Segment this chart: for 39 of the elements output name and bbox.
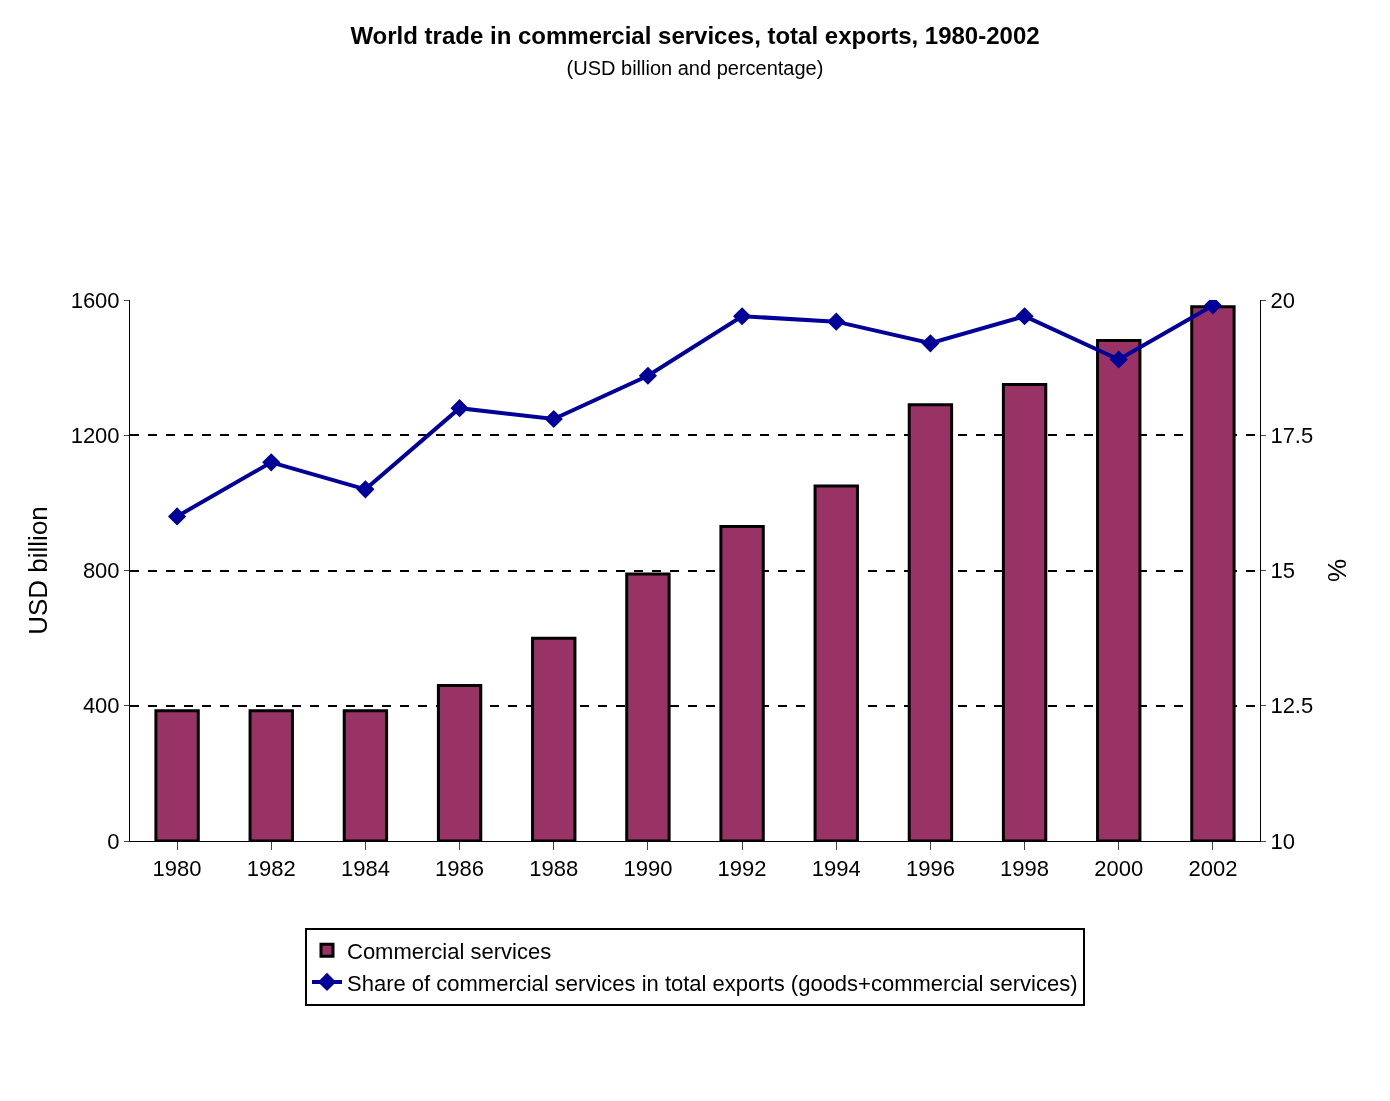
x-tick-label: 1992 (717, 856, 767, 882)
point (450, 399, 469, 418)
point (732, 307, 752, 326)
y2-tick-label: 12.5 (1270, 693, 1314, 719)
y-tick-label: 800 (82, 558, 120, 584)
point (167, 507, 187, 526)
legend-label: Commercial services (347, 938, 552, 964)
point (1015, 307, 1034, 326)
legend-label: Share of commercial services in total exports (goods+commercial services) (347, 970, 1078, 996)
point (921, 334, 940, 353)
y-tick-label: 0 (107, 828, 120, 854)
x-tick-label: 1986 (435, 856, 485, 882)
x-tick-label: 1994 (811, 856, 861, 882)
y2-tick-label: 10 (1270, 828, 1295, 854)
y2-tick-label: 20 (1270, 287, 1295, 313)
y-axis-title: USD billion (23, 506, 54, 635)
x-tick-label: 2002 (1188, 856, 1238, 882)
point (262, 453, 281, 472)
point (827, 312, 846, 331)
chart-subtitle: (USD billion and percentage) (566, 57, 824, 80)
x-tick-label: 1988 (529, 856, 579, 882)
y-tick-label: 1200 (70, 422, 120, 448)
x-tick-label: 1990 (623, 856, 673, 882)
y2-axis-title: % (1321, 558, 1352, 583)
x-tick-label: 1984 (340, 856, 390, 882)
x-tick-label: 1996 (905, 856, 955, 882)
x-tick-label: 1982 (246, 856, 296, 882)
y-tick-label: 1600 (70, 287, 120, 313)
x-tick-label: 2000 (1094, 856, 1144, 882)
point (544, 409, 563, 429)
point (356, 480, 375, 499)
y2-tick-label: 17.5 (1270, 422, 1314, 448)
y-tick-label: 400 (82, 693, 120, 719)
x-tick-label: 1980 (152, 856, 202, 882)
y2-tick-label: 15 (1270, 558, 1295, 584)
point (1109, 350, 1128, 369)
chart-title: World trade in commercial services, total exports, 1980-2002 (350, 22, 1040, 50)
x-tick-label: 1998 (1000, 856, 1050, 882)
point (638, 366, 658, 385)
